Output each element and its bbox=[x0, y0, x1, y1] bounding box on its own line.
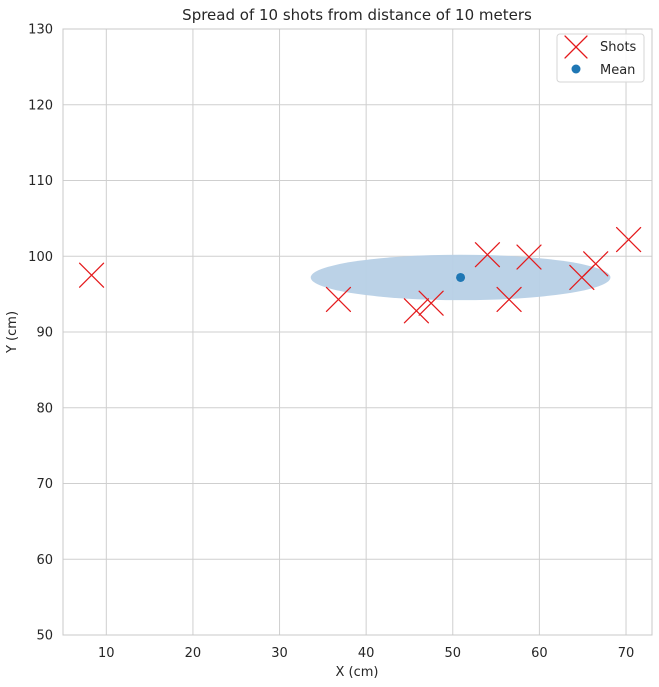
legend-shot-icon-stroke-b bbox=[564, 35, 588, 59]
shot-point-stroke-b bbox=[474, 242, 501, 268]
legend-label-shots: Shots bbox=[600, 40, 637, 55]
y-tick-label: 70 bbox=[36, 477, 53, 492]
legend-shot-icon bbox=[564, 35, 588, 59]
y-tick-label: 90 bbox=[36, 326, 53, 341]
x-tick-label: 40 bbox=[358, 646, 375, 661]
shot-point-stroke-b bbox=[615, 226, 642, 253]
grid-layer bbox=[63, 28, 652, 636]
legend-shots-marker bbox=[564, 35, 588, 59]
x-tick-label: 70 bbox=[618, 646, 635, 661]
chart-title: Spread of 10 shots from distance of 10 m… bbox=[182, 6, 532, 24]
shot-point bbox=[516, 244, 542, 270]
x-tick-label: 60 bbox=[531, 646, 548, 661]
shot-point bbox=[615, 226, 642, 253]
y-tick-label: 120 bbox=[28, 98, 53, 113]
shot-point bbox=[403, 298, 430, 324]
shot-point bbox=[78, 262, 105, 288]
shot-point-stroke-b bbox=[516, 244, 542, 270]
shot-point bbox=[474, 242, 501, 268]
legend-label-mean: Mean bbox=[600, 63, 635, 78]
shot-point-stroke-b bbox=[325, 286, 352, 313]
shot-point bbox=[418, 290, 444, 316]
legend-mean-icon bbox=[571, 64, 581, 74]
y-axis-label: Y (cm) bbox=[5, 311, 20, 354]
x-tick-label: 10 bbox=[98, 646, 115, 661]
y-tick-label: 50 bbox=[36, 629, 53, 644]
mean-layer bbox=[456, 272, 466, 282]
shot-point bbox=[583, 251, 609, 277]
y-tick-label: 130 bbox=[28, 23, 53, 38]
shot-point-stroke-b bbox=[418, 290, 444, 316]
legend-mean-marker bbox=[571, 64, 581, 74]
shot-point-stroke-b bbox=[496, 286, 522, 313]
mean-point bbox=[456, 272, 466, 282]
x-tick-label: 50 bbox=[445, 646, 462, 661]
shot-point-stroke-b bbox=[403, 298, 430, 324]
y-tick-labels: 50 60 70 80 90 100 110 120 130 bbox=[28, 23, 53, 644]
x-tick-label: 30 bbox=[271, 646, 288, 661]
plot-frame bbox=[62, 28, 653, 636]
legend: Shots Mean bbox=[556, 33, 645, 83]
y-tick-label: 60 bbox=[36, 553, 53, 568]
y-tick-label: 80 bbox=[36, 401, 53, 416]
shot-point-stroke-b bbox=[78, 262, 105, 288]
shot-point-stroke-b bbox=[583, 251, 609, 277]
shots-layer bbox=[78, 226, 642, 324]
x-axis-label: X (cm) bbox=[336, 665, 379, 680]
x-tick-labels: 10 20 30 40 50 60 70 bbox=[98, 646, 634, 661]
shot-point bbox=[496, 286, 522, 313]
y-tick-label: 100 bbox=[28, 250, 53, 265]
x-tick-label: 20 bbox=[185, 646, 202, 661]
shot-point bbox=[325, 286, 352, 313]
y-tick-label: 110 bbox=[28, 174, 53, 189]
